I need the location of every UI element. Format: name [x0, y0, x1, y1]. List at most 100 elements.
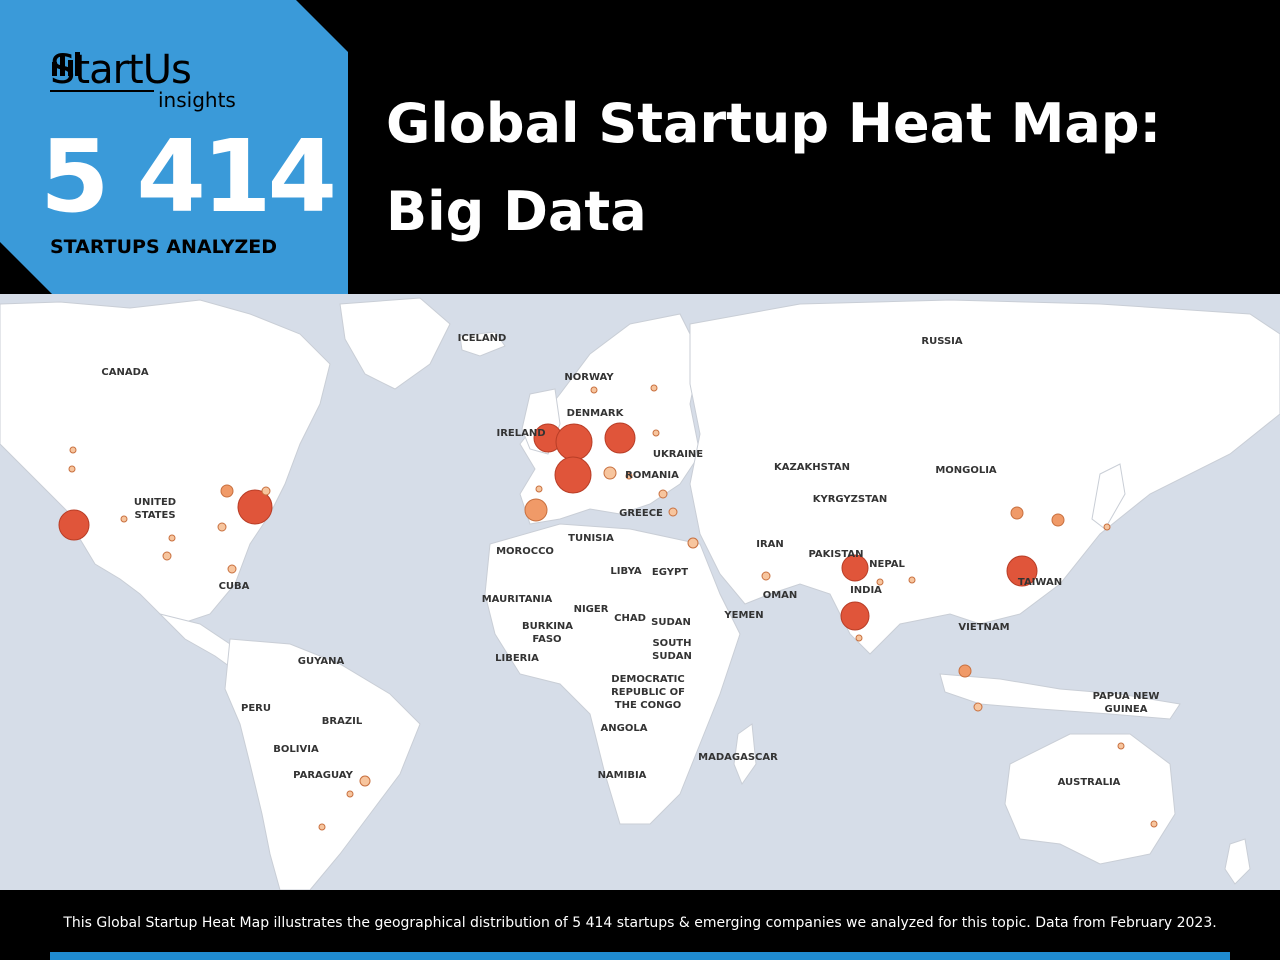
footer-accent-bar — [50, 952, 1230, 960]
header: StartUs insights 5 414 STARTUPS ANALYZED… — [0, 0, 1280, 294]
country-label: VIETNAM — [958, 622, 1010, 633]
hotspot-low — [650, 384, 658, 392]
title-line-2: Big Data — [386, 180, 647, 243]
land-masses — [0, 297, 1280, 890]
australia-landmass — [1004, 733, 1176, 865]
country-label: DEMOCRATIC REPUBLIC OF THE CONGO — [611, 674, 685, 711]
hotspot-medium — [958, 664, 972, 678]
hotspot-low — [876, 578, 884, 586]
country-label: GREECE — [619, 508, 663, 519]
hotspot-low — [69, 446, 77, 454]
hotspot-high — [604, 422, 636, 454]
brand-logo: StartUs insights — [50, 47, 236, 110]
country-label: LIBERIA — [495, 653, 539, 664]
brand-sub: insights — [158, 88, 236, 112]
country-label: PARAGUAY — [293, 770, 353, 781]
country-label: GUYANA — [297, 656, 345, 667]
hotspot-low — [1150, 820, 1158, 828]
hotspot-low — [625, 472, 633, 480]
country-label: PAKISTAN — [808, 549, 864, 560]
count-caption: STARTUPS ANALYZED — [50, 236, 278, 258]
hotspot-low — [318, 823, 326, 831]
world-map: ICELAND RUSSIA CANADA NORWAY DENMARK IRE… — [0, 294, 1280, 890]
hotspot-high — [555, 423, 593, 461]
country-label: AUSTRALIA — [1057, 777, 1121, 788]
hotspot-low — [168, 534, 176, 542]
country-label: BURKINA FASO — [522, 621, 574, 645]
hotspot-low — [668, 507, 678, 517]
hotspot-medium — [524, 498, 548, 522]
hotspot-low — [658, 489, 668, 499]
title-line-1: Global Startup Heat Map: — [386, 92, 1162, 155]
country-label: LIBYA — [610, 566, 642, 577]
country-label: NORWAY — [564, 372, 614, 383]
madagascar-landmass — [733, 723, 757, 786]
hotspot-low — [261, 486, 271, 496]
country-label: EGYPT — [651, 567, 689, 578]
hotspot-medium — [220, 484, 234, 498]
country-label: TUNISIA — [568, 533, 614, 544]
country-label: ICELAND — [457, 333, 507, 344]
hotspot-low — [217, 522, 227, 532]
country-label: TAIWAN — [1017, 577, 1063, 588]
country-label: IRELAND — [496, 428, 546, 439]
country-label: YEMEN — [724, 610, 764, 621]
country-label: NIGER — [573, 604, 609, 615]
country-label: SOUTH SUDAN — [652, 638, 692, 662]
country-label: BOLIVIA — [273, 744, 319, 755]
startup-count: 5 414 — [40, 118, 337, 235]
count-badge: StartUs insights 5 414 STARTUPS ANALYZED — [0, 0, 348, 294]
hotspot-high — [841, 554, 869, 582]
hotspot-low — [68, 465, 76, 473]
country-label: RUSSIA — [921, 336, 963, 347]
country-label: CHAD — [614, 613, 646, 624]
page-title: Global Startup Heat Map: Big Data — [386, 80, 1266, 256]
hotspot-low — [855, 634, 863, 642]
hotspot-low — [535, 485, 543, 493]
hotspot-high — [554, 456, 592, 494]
country-label: UKRAINE — [652, 449, 704, 460]
country-label: IRAN — [756, 539, 784, 550]
footer-caption: This Global Startup Heat Map illustrates… — [63, 915, 1217, 931]
new-zealand-landmass — [1224, 838, 1251, 885]
country-label: NAMIBIA — [597, 770, 647, 781]
signal-bars-icon — [52, 52, 80, 76]
hotspot-medium — [687, 537, 699, 549]
hotspots — [58, 384, 1158, 831]
country-label: MONGOLIA — [935, 465, 997, 476]
hotspot-low — [227, 564, 237, 574]
hotspot-low — [652, 429, 660, 437]
country-label: DENMARK — [566, 408, 624, 419]
hotspot-low — [1117, 742, 1125, 750]
south-america-landmass — [224, 638, 421, 890]
country-label: PAPUA NEW GUINEA — [1092, 691, 1160, 715]
hotspot-medium — [359, 775, 371, 787]
iceland-landmass — [459, 331, 506, 357]
hotspot-low — [761, 571, 771, 581]
brand-name: StartUs — [50, 47, 192, 93]
country-label: MADAGASCAR — [698, 752, 778, 763]
brand-underline — [50, 90, 154, 92]
country-label: OMAN — [762, 590, 798, 601]
footer: This Global Startup Heat Map illustrates… — [0, 890, 1280, 960]
map-canvas — [0, 297, 1280, 890]
country-label: MAURITANIA — [481, 594, 553, 605]
asia-landmass — [689, 299, 1280, 655]
country-label: INDIA — [850, 585, 882, 596]
hotspot-medium — [603, 466, 617, 480]
hotspot-high — [1006, 555, 1038, 587]
hotspot-medium — [1010, 506, 1024, 520]
country-label: MOROCCO — [496, 546, 554, 557]
hotspot-high — [237, 489, 273, 525]
maritime-se-asia-landmass — [939, 673, 1181, 720]
hotspot-low — [590, 386, 598, 394]
north-america-landmass — [0, 299, 331, 625]
hotspot-low — [162, 551, 172, 561]
badge-background — [0, 0, 348, 294]
country-label: ANGOLA — [600, 723, 648, 734]
hotspot-low — [1103, 523, 1111, 531]
japan-landmass — [1091, 463, 1126, 530]
hotspot-medium — [1051, 513, 1065, 527]
country-label: KAZAKHSTAN — [774, 462, 850, 473]
country-label: BRAZIL — [321, 716, 363, 727]
